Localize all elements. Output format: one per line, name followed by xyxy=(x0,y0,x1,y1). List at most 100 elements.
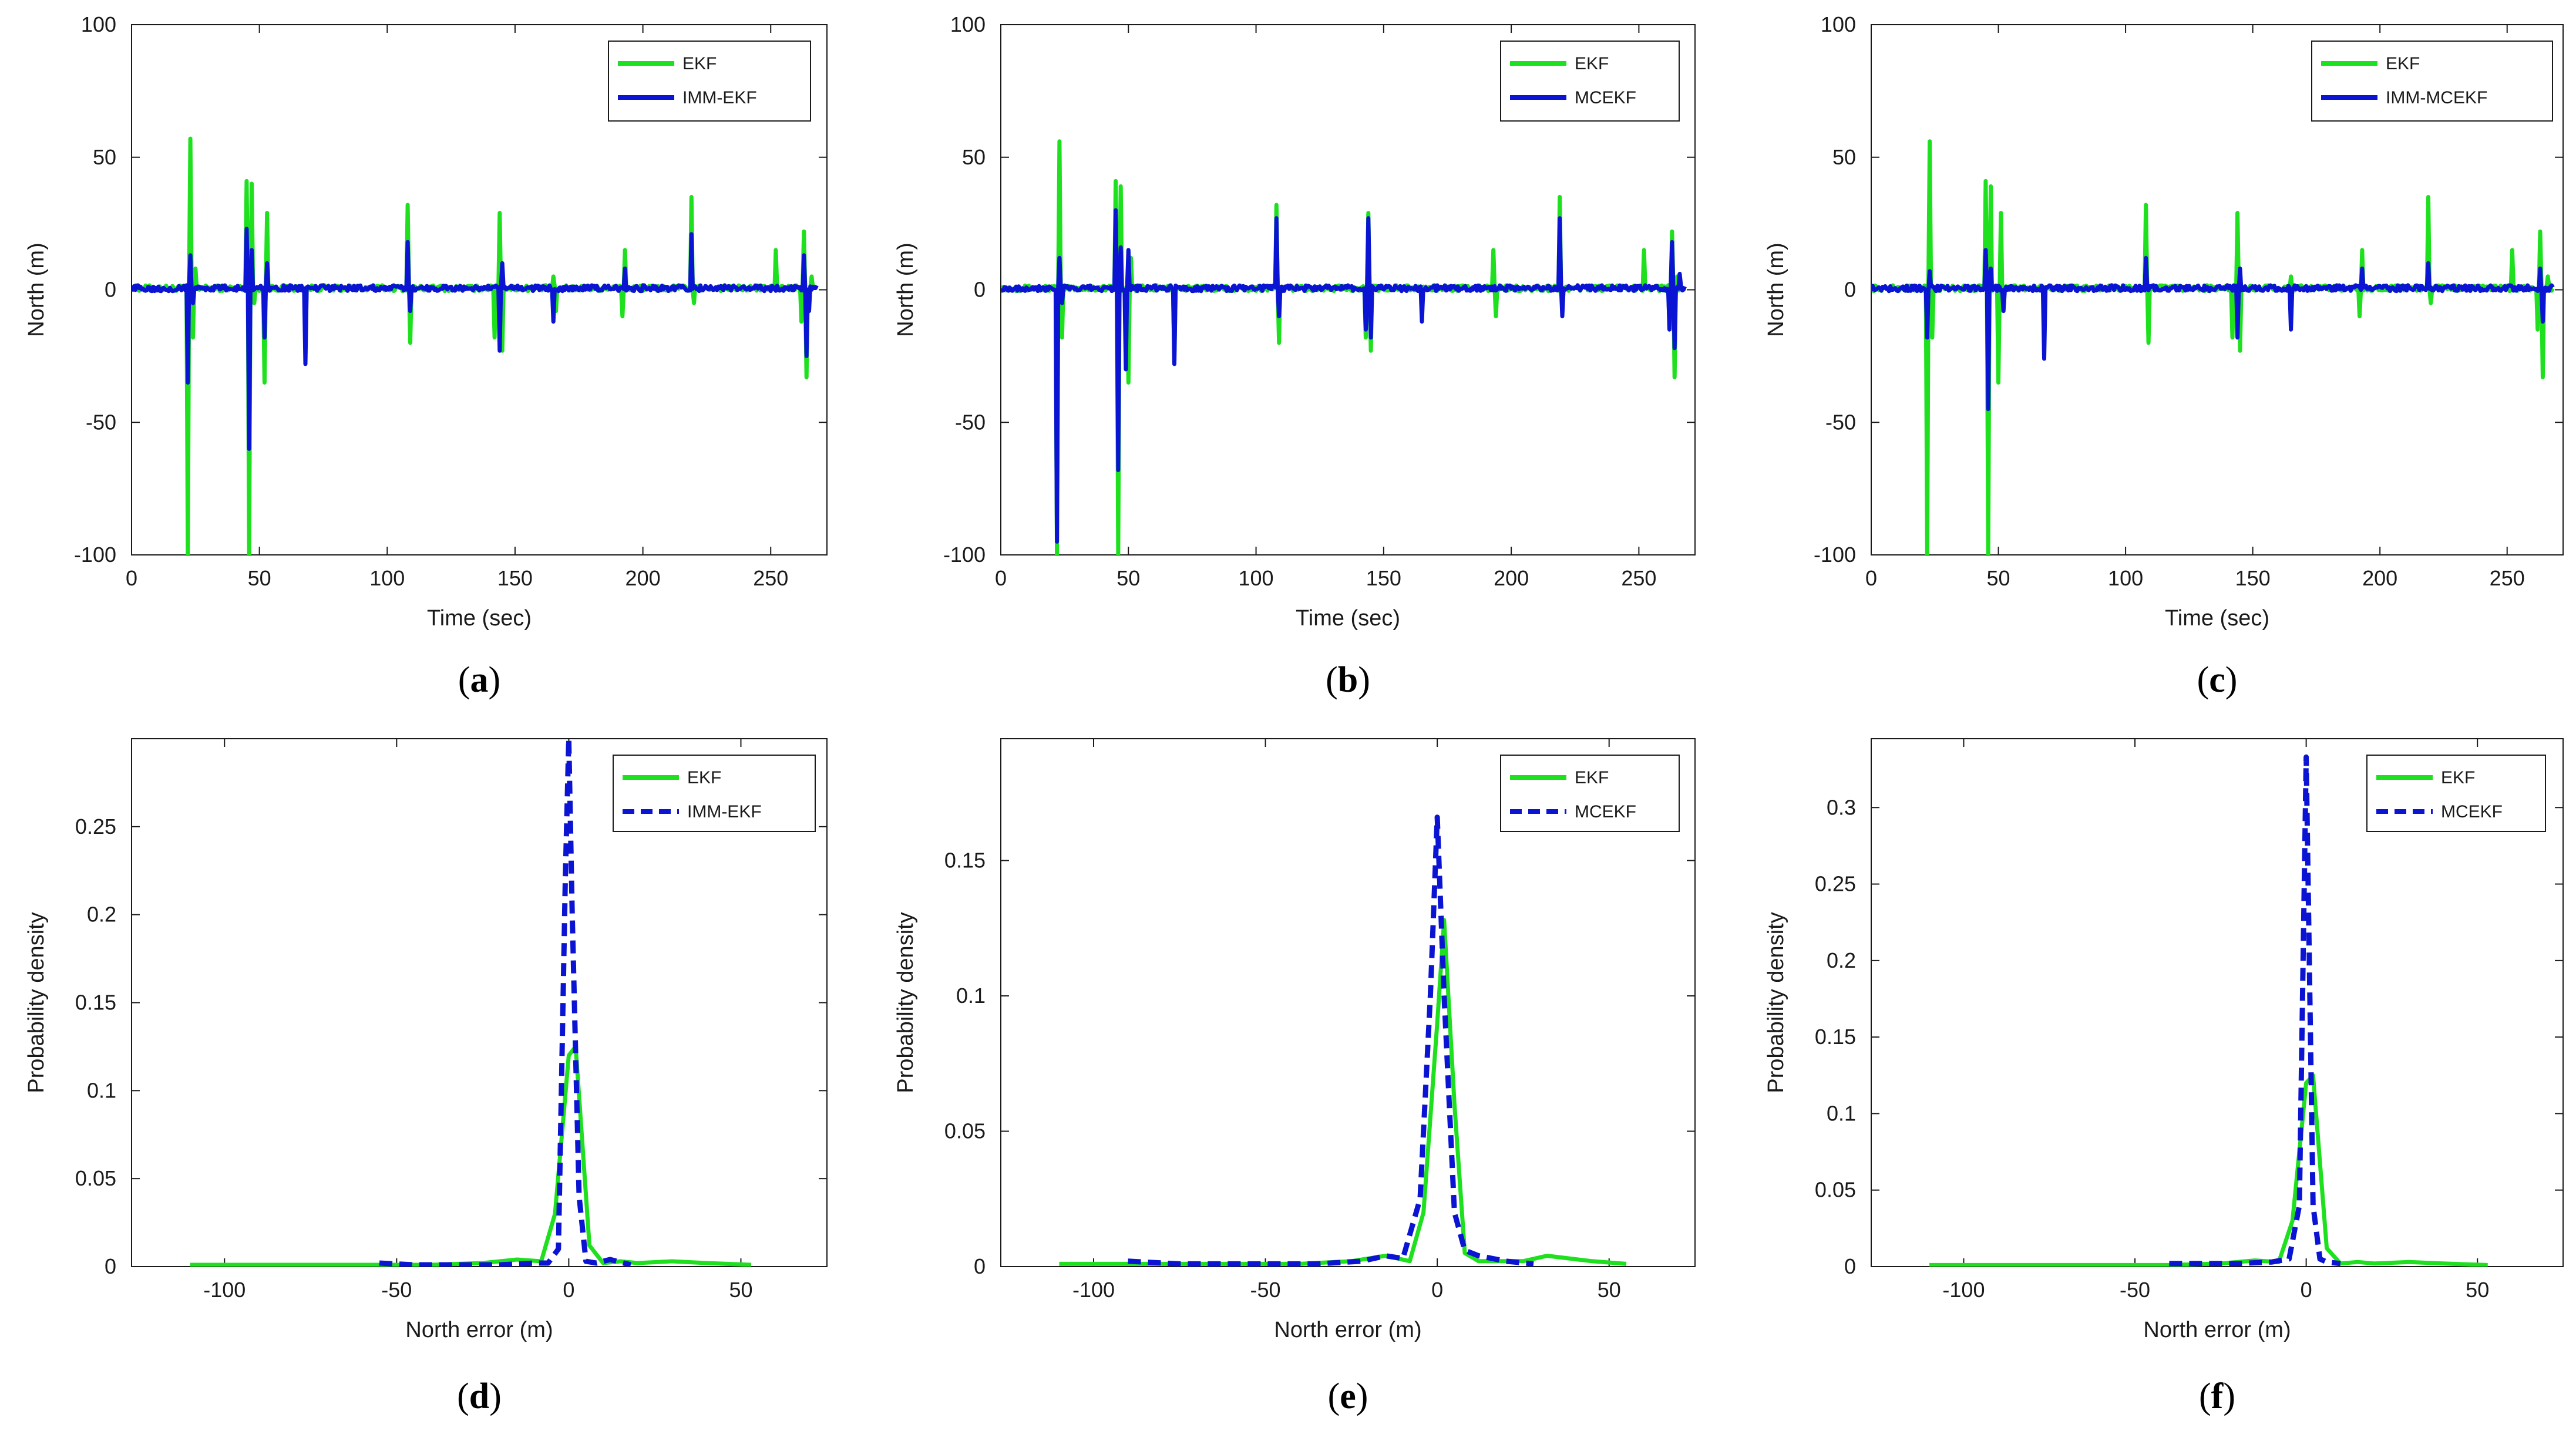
y-axis-label: North (m) xyxy=(1764,243,1788,336)
y-axis-label: North (m) xyxy=(893,243,918,336)
x-tick-label: 50 xyxy=(1987,566,2010,590)
y-axis-label: Probability density xyxy=(1764,912,1788,1093)
y-tick-label: 50 xyxy=(1832,145,1856,169)
legend: EKF MCEKF xyxy=(2366,755,2546,832)
chart-e: -100 -50 0 50 0 0.05 0.1 0.15 North error (m) Pro… xyxy=(893,738,1696,1342)
x-tick-label: -50 xyxy=(1250,1278,1281,1302)
y-tick-label: 0.15 xyxy=(1815,1025,1856,1049)
x-tick-label: 0 xyxy=(995,566,1007,590)
legend-label-ekf: EKF xyxy=(687,768,721,787)
x-axis-label: North error (m) xyxy=(2143,1318,2291,1342)
x-tick-label: 150 xyxy=(497,566,533,590)
y-tick-label: 0 xyxy=(1844,278,1856,302)
legend-label-ekf: EKF xyxy=(2386,54,2420,73)
x-tick-label: 0 xyxy=(1865,566,1877,590)
legend-label-ekf: EKF xyxy=(1575,768,1609,787)
panel-caption: (d) xyxy=(457,1376,502,1416)
y-tick-label: 0.15 xyxy=(944,848,986,872)
x-tick-label: -100 xyxy=(203,1278,246,1302)
series-line-imm-ekf xyxy=(132,227,819,451)
x-tick-label: 200 xyxy=(2362,566,2397,590)
x-tick-label: -100 xyxy=(1072,1278,1115,1302)
y-tick-label: 0.3 xyxy=(1827,795,1856,819)
legend-box xyxy=(608,41,811,122)
y-tick-label: 0.25 xyxy=(75,814,116,839)
y-axis-label: North (m) xyxy=(24,243,49,336)
y-tick-label: 100 xyxy=(81,12,116,36)
y-tick-label: 0 xyxy=(974,278,986,302)
y-tick-label: 0.05 xyxy=(1815,1178,1856,1202)
y-tick-label: 50 xyxy=(962,145,986,169)
y-tick-label: 50 xyxy=(93,145,116,169)
legend-label-mcekf: MCEKF xyxy=(1575,88,1636,107)
panel-caption: (c) xyxy=(2197,660,2238,700)
legend-label-imm-mcekf: IMM-MCEKF xyxy=(2386,88,2487,107)
legend-box xyxy=(2366,755,2546,832)
y-tick-label: 100 xyxy=(950,12,986,36)
x-tick-label: 0 xyxy=(1431,1278,1443,1302)
x-axis-label: North error (m) xyxy=(1274,1318,1421,1342)
x-tick-label: 150 xyxy=(2235,566,2271,590)
legend: EKF MCEKF xyxy=(1500,755,1680,832)
y-tick-label: 0.2 xyxy=(87,903,116,927)
chart-a: 0 50 100 150 200 250 -100 -50 0 50 100 Time (sec) No… xyxy=(24,12,828,631)
y-tick-label: -50 xyxy=(86,410,116,434)
x-tick-label: 100 xyxy=(2108,566,2143,590)
legend-box xyxy=(2311,41,2553,122)
x-tick-label: 100 xyxy=(1239,566,1274,590)
legend-label-mcekf: MCEKF xyxy=(1575,802,1636,821)
x-tick-label: 50 xyxy=(2466,1278,2489,1302)
series-line-imm-mcekf xyxy=(1871,248,2555,412)
y-tick-label: 0 xyxy=(1844,1254,1856,1278)
x-tick-label: 50 xyxy=(1598,1278,1621,1302)
legend-box xyxy=(613,755,816,832)
y-tick-label: 0.2 xyxy=(1827,948,1856,972)
panel-caption: (a) xyxy=(458,660,500,700)
y-tick-label: 0 xyxy=(974,1254,986,1278)
x-tick-label: 0 xyxy=(563,1278,574,1302)
x-tick-label: 250 xyxy=(1621,566,1656,590)
y-tick-label: 0.05 xyxy=(944,1119,986,1143)
x-tick-label: 0 xyxy=(126,566,137,590)
series-line-imm-ekf xyxy=(379,739,632,1267)
x-tick-label: -50 xyxy=(2120,1278,2150,1302)
y-tick-label: 0 xyxy=(105,1254,116,1278)
chart-b: 0 50 100 150 200 250 -100 -50 0 50 100 Time (sec) No… xyxy=(893,12,1696,631)
x-tick-label: -100 xyxy=(1942,1278,1985,1302)
legend: EKF IMM-EKF xyxy=(608,41,811,122)
y-axis-label: Probability density xyxy=(24,912,49,1093)
legend-label-ekf: EKF xyxy=(1575,54,1609,73)
y-tick-label: -50 xyxy=(1825,410,1856,434)
x-tick-label: 250 xyxy=(2490,566,2525,590)
chart-c: 0 50 100 150 200 250 -100 -50 0 50 100 Time (sec) No… xyxy=(1764,12,2564,631)
y-tick-label: 0.1 xyxy=(956,984,986,1008)
panel-caption: (e) xyxy=(1328,1376,1368,1416)
x-tick-label: -50 xyxy=(381,1278,412,1302)
y-tick-label: 0.05 xyxy=(75,1166,116,1190)
legend: EKF IMM-MCEKF xyxy=(2311,41,2553,122)
x-axis-label: Time (sec) xyxy=(1296,606,1400,631)
x-tick-label: 0 xyxy=(2301,1278,2312,1302)
panel-caption: (b) xyxy=(1326,660,1370,700)
series-line-mcekf xyxy=(1128,814,1534,1267)
y-tick-label: -50 xyxy=(955,410,986,434)
legend-box xyxy=(1500,755,1680,832)
x-tick-label: 100 xyxy=(369,566,405,590)
y-tick-label: 0.1 xyxy=(1827,1101,1856,1125)
x-tick-label: 50 xyxy=(1117,566,1140,590)
x-axis-label: Time (sec) xyxy=(2165,606,2269,631)
x-tick-label: 200 xyxy=(625,566,661,590)
y-axis-label: Probability density xyxy=(893,912,918,1093)
legend-label-ekf: EKF xyxy=(682,54,717,73)
series-line-mcekf xyxy=(1001,208,1687,544)
y-tick-label: -100 xyxy=(1814,543,1856,567)
series-line-mcekf xyxy=(2169,754,2341,1267)
y-tick-label: 0.25 xyxy=(1815,872,1856,896)
y-tick-label: -100 xyxy=(74,543,116,567)
x-axis-label: Time (sec) xyxy=(427,606,532,631)
legend: EKF MCEKF xyxy=(1500,41,1680,122)
y-tick-label: 0 xyxy=(105,278,116,302)
x-tick-label: 200 xyxy=(1494,566,1529,590)
legend-box xyxy=(1500,41,1680,122)
